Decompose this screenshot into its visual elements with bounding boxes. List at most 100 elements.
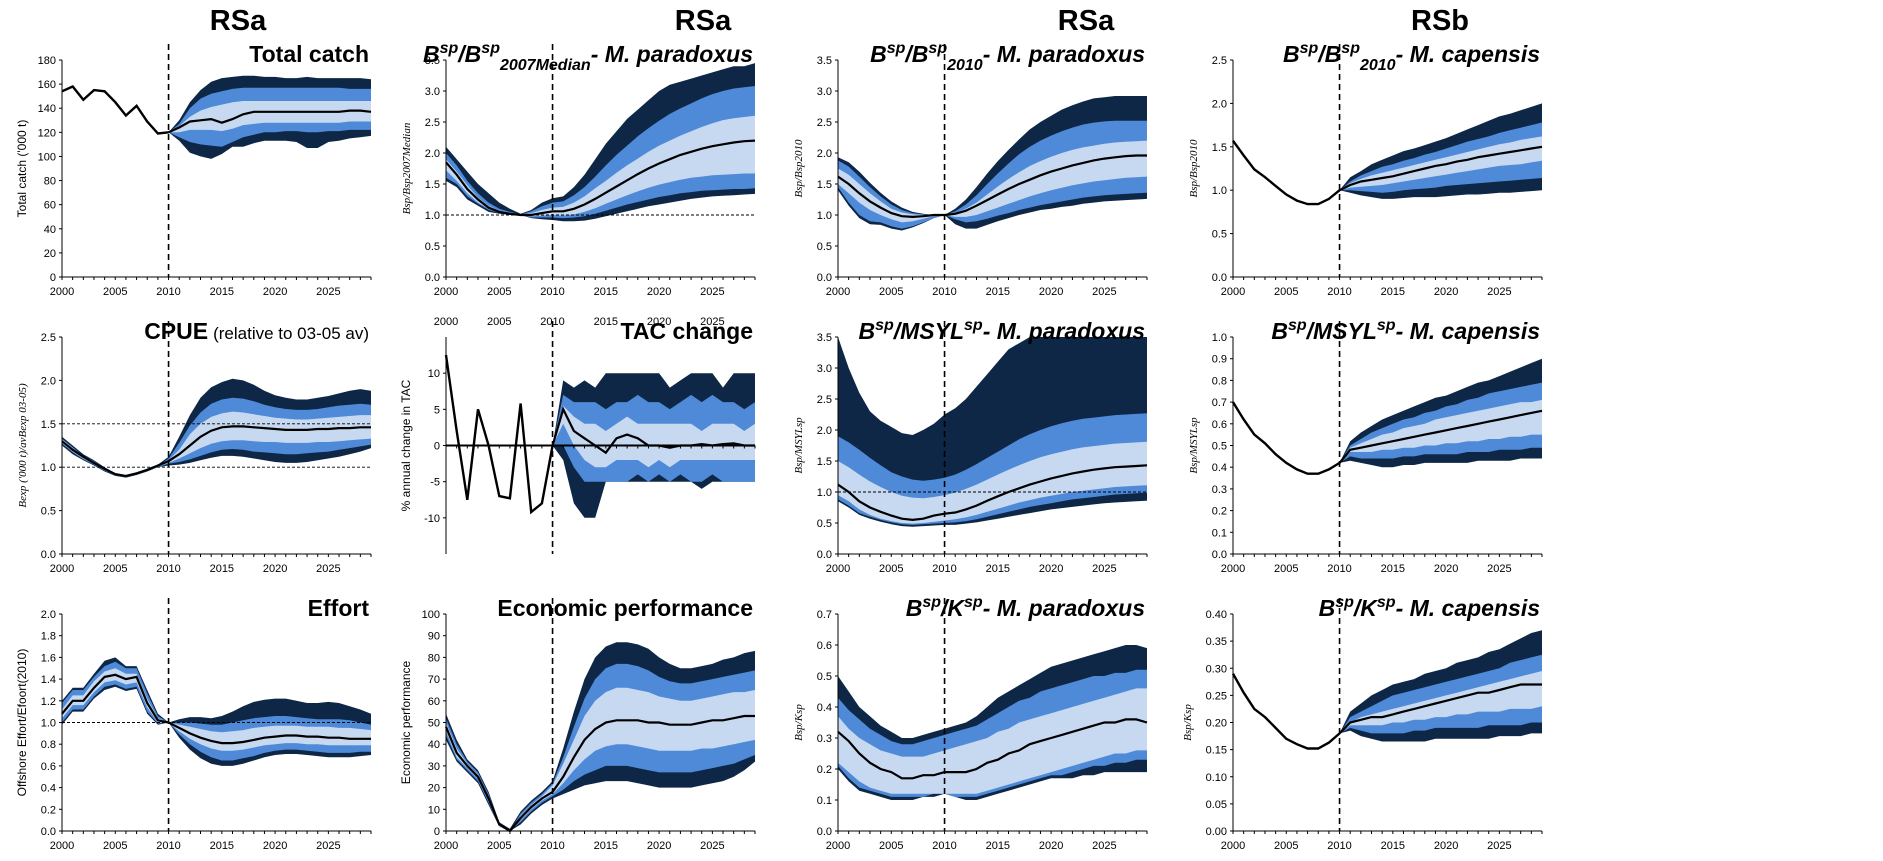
band-middle — [838, 413, 1147, 525]
median-line — [1339, 145, 1543, 192]
y-tick-label: 5 — [434, 404, 440, 416]
y-tick-label: 1.0 — [41, 462, 56, 474]
y-tick-label: 2.0 — [41, 609, 56, 621]
median-line — [837, 464, 1148, 522]
y-tick-label: 2.0 — [817, 148, 832, 160]
panel-title: CPUE (relative to 03-05 av) — [144, 318, 369, 344]
y-tick-label: 30 — [428, 761, 440, 773]
median-line — [837, 154, 1147, 219]
y-axis-label: Bsp/Bsp2010 — [1188, 139, 1200, 198]
y-tick-label: 0.00 — [1206, 826, 1227, 838]
y-tick-label: 0.5 — [425, 241, 440, 253]
y-axis-label: Offshore Effort/Efoort(2010) — [15, 649, 29, 797]
y-tick-label: 1.0 — [817, 487, 832, 499]
chart-panel-3: 0.0 0.5 1.0 1.5 2.0 2.5 3.0 3.5 2000 2005 2010 2015… — [793, 40, 1148, 298]
y-tick-label: 2.0 — [1212, 98, 1227, 110]
x-tick-label: 2000 — [434, 840, 458, 852]
y-tick-label: 0.2 — [817, 764, 832, 776]
y-tick-label: 0.5 — [817, 241, 832, 253]
x-tick-label: 2020 — [647, 286, 671, 298]
x-tick-label: 2005 — [1274, 563, 1298, 575]
band-inner — [838, 688, 1147, 794]
y-axis-label: Economic performance — [399, 660, 413, 784]
x-tick-label: 2005 — [487, 316, 511, 328]
y-tick-label: 2.0 — [41, 375, 56, 387]
x-tick-label: 2015 — [594, 316, 618, 328]
y-tick-label: 0.0 — [817, 826, 832, 838]
y-tick-label: 1.8 — [41, 631, 56, 643]
y-tick-label: 0.1 — [817, 795, 832, 807]
column-title-4: RSb — [1411, 5, 1469, 37]
x-tick-label: 2015 — [986, 286, 1010, 298]
x-tick-label: 2010 — [156, 840, 180, 852]
y-tick-label: 2.5 — [817, 117, 832, 129]
chart-panel-7: 0.0 0.5 1.0 1.5 2.0 2.5 3.0 3.5 2000 2005 2010 2015… — [793, 317, 1148, 575]
panel-title: Bsp/Ksp- M. capensis — [1319, 594, 1540, 621]
y-tick-label: 0.7 — [817, 609, 832, 621]
x-tick-label: 2005 — [879, 840, 903, 852]
y-tick-label: 80 — [44, 176, 56, 188]
x-tick-label: 2025 — [1092, 286, 1116, 298]
y-tick-label: 0.0 — [41, 549, 56, 561]
y-tick-label: 0.6 — [817, 640, 832, 652]
median-line — [1338, 409, 1543, 464]
x-tick-label: 2000 — [1221, 563, 1245, 575]
y-tick-label: 0 — [434, 441, 440, 453]
y-axis-label: Bsp/MSYLsp — [793, 417, 805, 474]
median-line — [444, 714, 755, 833]
median-line — [1338, 683, 1542, 735]
y-tick-label: 1.0 — [1212, 185, 1227, 197]
y-tick-label: 3.5 — [425, 55, 440, 67]
x-tick-label: 2000 — [50, 840, 74, 852]
y-tick-label: 10 — [428, 804, 440, 816]
y-tick-label: 0.6 — [41, 761, 56, 773]
x-tick-label: 2025 — [1487, 563, 1511, 575]
history-line — [1231, 673, 1341, 750]
chart-panel-11: 0.0 0.1 0.2 0.3 0.4 0.5 0.6 0.7 2000 2005 2010 2015… — [793, 594, 1148, 852]
y-tick-label: -5 — [430, 477, 440, 489]
y-tick-label: 0.8 — [41, 739, 56, 751]
y-axis-label: Total catch ('000 t) — [15, 120, 29, 218]
y-tick-label: 0.25 — [1206, 690, 1227, 702]
x-tick-label: 2005 — [879, 563, 903, 575]
band-middle — [838, 120, 1147, 229]
y-tick-label: 0.5 — [1212, 441, 1227, 453]
column-title-3: RSa — [1058, 5, 1115, 37]
x-tick-label: 2020 — [1434, 563, 1458, 575]
x-tick-label: 2005 — [103, 563, 127, 575]
y-tick-label: 1.5 — [817, 179, 832, 191]
y-axis-label: % annual change in TAC — [399, 379, 413, 511]
x-tick-label: 2015 — [210, 563, 234, 575]
y-tick-label: 1.5 — [1212, 142, 1227, 154]
y-tick-label: 2.0 — [817, 425, 832, 437]
history-line — [61, 85, 169, 135]
y-tick-label: -10 — [424, 513, 440, 525]
y-tick-label: 160 — [38, 79, 56, 91]
x-tick-label: 2010 — [932, 563, 956, 575]
y-tick-label: 120 — [38, 127, 56, 139]
y-tick-label: 0.2 — [41, 804, 56, 816]
y-tick-label: 3.5 — [817, 55, 832, 67]
y-tick-label: 0.0 — [817, 549, 832, 561]
panel-title: Bsp/Bsp2010- M. paradoxus — [870, 40, 1145, 74]
panel-title: Bsp/Bsp2007Median- M. paradoxus — [423, 40, 753, 74]
y-tick-label: 3.0 — [817, 86, 832, 98]
x-tick-label: 2015 — [1381, 286, 1405, 298]
y-tick-label: 0.5 — [817, 671, 832, 683]
chart-panel-6: -10 -5 0 5 10 2000 2005 2010 2015 2020 2025 % annua… — [399, 316, 756, 554]
y-tick-label: 0.0 — [817, 272, 832, 284]
y-tick-label: 1.6 — [41, 652, 56, 664]
panel-title: Economic performance — [497, 595, 753, 621]
x-tick-label: 2015 — [1381, 840, 1405, 852]
x-tick-label: 2025 — [700, 316, 724, 328]
panel-title: Total catch — [249, 41, 369, 67]
y-tick-label: 0.3 — [1212, 484, 1227, 496]
x-tick-label: 2025 — [700, 286, 724, 298]
y-tick-label: 100 — [422, 609, 440, 621]
x-tick-label: 2010 — [932, 840, 956, 852]
x-tick-label: 2020 — [647, 316, 671, 328]
x-tick-label: 2025 — [316, 840, 340, 852]
y-tick-label: 0.9 — [1212, 354, 1227, 366]
